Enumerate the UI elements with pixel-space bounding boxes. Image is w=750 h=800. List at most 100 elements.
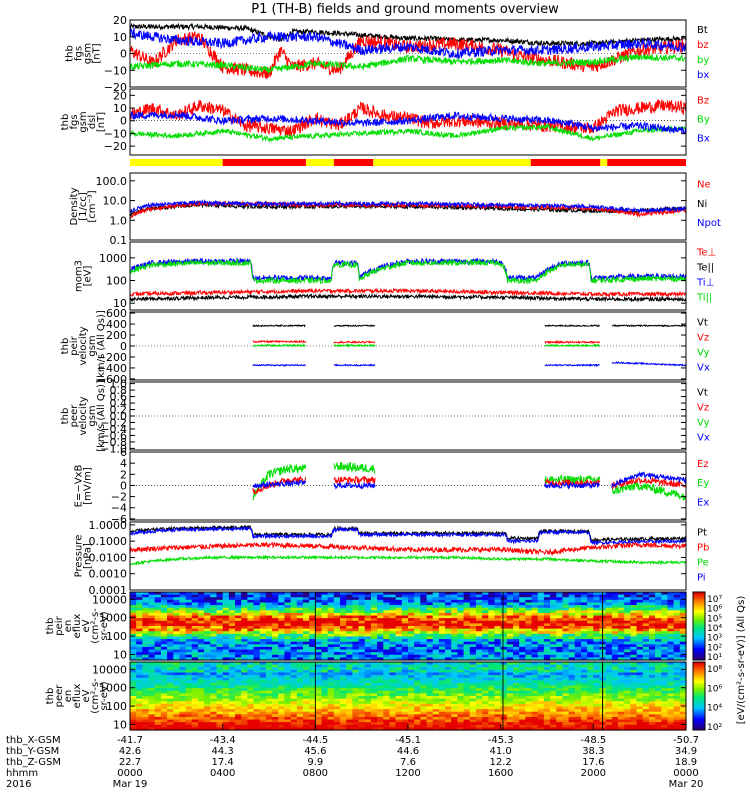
- spectrogram-cell: [513, 623, 520, 627]
- spectrogram-cell: [488, 682, 496, 687]
- spectrogram-cell: [309, 644, 316, 648]
- y-tick-label: 1.0000: [89, 519, 128, 532]
- spectrogram-cell: [167, 631, 174, 635]
- spectrogram-cell: [506, 594, 514, 598]
- spectrogram-cell: [438, 690, 446, 694]
- spectrogram-cell: [235, 669, 242, 674]
- spectrogram-cell: [661, 641, 669, 645]
- spectrogram-cell: [247, 672, 255, 676]
- spectrogram-cell: [383, 607, 391, 611]
- spectrogram-cell: [562, 693, 570, 697]
- spectrogram-cell: [648, 644, 656, 648]
- spectrogram-cell: [197, 626, 205, 630]
- spectrogram-cell: [537, 685, 545, 689]
- spectrogram-cell: [278, 597, 286, 601]
- spectrogram-cell: [247, 657, 255, 661]
- spectrogram-cell: [377, 597, 384, 601]
- spectrogram-cell: [395, 685, 403, 689]
- spectrogram-cell: [531, 696, 539, 700]
- spectrogram-cell: [160, 724, 168, 728]
- spectrogram-cell: [340, 703, 347, 708]
- spectrogram-cell: [272, 727, 279, 731]
- spectrogram-cell: [315, 709, 323, 713]
- spectrogram-cell: [370, 680, 378, 684]
- spectrogram-cell: [167, 633, 174, 638]
- spectrogram-cell: [302, 685, 310, 689]
- spectrogram-cell: [259, 690, 267, 694]
- spectrogram-cell: [284, 592, 292, 596]
- spectrogram-cell: [605, 631, 613, 635]
- spectrogram-cell: [438, 662, 446, 666]
- spectrogram-cell: [525, 610, 533, 614]
- spectrogram-cell: [661, 696, 669, 700]
- spectrogram-cell: [136, 610, 143, 614]
- spectrogram-cell: [568, 652, 576, 656]
- spectrogram-cell: [278, 722, 286, 726]
- spectrogram-cell: [457, 727, 465, 731]
- spectrogram-cell: [525, 719, 533, 723]
- spectrogram-cell: [438, 607, 446, 611]
- spectrogram-cell: [148, 594, 156, 598]
- spectrogram-cell: [580, 605, 588, 609]
- spectrogram-cell: [284, 612, 292, 617]
- spectrogram-cell: [272, 667, 279, 671]
- spectrogram-cell: [383, 612, 391, 617]
- spectrogram-cell: [506, 714, 514, 718]
- spectrogram-cell: [253, 727, 261, 731]
- spectrogram-cell: [253, 623, 261, 627]
- spectrogram-cell: [340, 657, 347, 661]
- spectrogram-cell: [315, 654, 323, 658]
- spectrogram-cell: [173, 615, 181, 619]
- spectrogram-cell: [556, 701, 564, 705]
- spectrogram-cell: [562, 592, 570, 596]
- spectrogram-cell: [327, 690, 335, 694]
- spectrogram-cell: [377, 716, 384, 721]
- spectrogram-cell: [179, 594, 187, 598]
- spectrogram-cell: [284, 664, 292, 668]
- spectrogram-cell: [265, 682, 273, 687]
- spectrogram-cell: [679, 701, 687, 705]
- spectrogram-cell: [506, 688, 514, 692]
- spectrogram-cell: [222, 628, 230, 632]
- spectrogram-cell: [550, 618, 557, 622]
- spectrogram-cell: [173, 649, 181, 653]
- spectrogram-cell: [185, 592, 193, 596]
- spectrogram-cell: [408, 607, 415, 611]
- spectrogram-cell: [191, 657, 199, 661]
- spectrogram-cell: [445, 615, 452, 619]
- spectrogram-cell: [568, 594, 576, 598]
- spectrogram-cell: [247, 649, 255, 653]
- spectrogram-cell: [364, 628, 372, 632]
- spectrogram-cell: [167, 706, 174, 710]
- spectrogram-cell: [383, 669, 391, 674]
- spectrogram-cell: [550, 646, 557, 651]
- spectrogram-cell: [173, 706, 181, 710]
- spectrogram-cell: [618, 652, 625, 656]
- spectrogram-cell: [401, 649, 409, 653]
- series-Bx-line: [129, 111, 686, 135]
- spectrogram-cell: [513, 719, 520, 723]
- spectrogram-cell: [451, 714, 459, 718]
- spectrogram-cell: [395, 646, 403, 651]
- spectrogram-cell: [383, 711, 391, 715]
- spectrogram-cell: [302, 592, 310, 596]
- legend-Ez: Ez: [697, 459, 709, 470]
- spectrogram-cell: [469, 667, 477, 671]
- spectrogram-cell: [642, 597, 650, 601]
- spectrogram-cell: [636, 722, 644, 726]
- spectrogram-cell: [605, 602, 613, 606]
- spectrogram-cell: [216, 664, 224, 668]
- spectrogram-cell: [222, 639, 230, 643]
- spectrogram-cell: [167, 597, 174, 601]
- spectrogram-cell: [463, 628, 471, 632]
- spectrogram-cell: [531, 612, 539, 617]
- spectrogram-cell: [370, 657, 378, 661]
- spectrogram-cell: [463, 727, 471, 731]
- spectrogram-cell: [525, 649, 533, 653]
- spectrogram-cell: [618, 610, 625, 614]
- spectrogram-cell: [648, 698, 656, 702]
- spectrogram-cell: [624, 615, 631, 619]
- spectrogram-cell: [265, 620, 273, 624]
- spectrogram-cell: [148, 682, 156, 687]
- spectrogram-cell: [395, 602, 403, 606]
